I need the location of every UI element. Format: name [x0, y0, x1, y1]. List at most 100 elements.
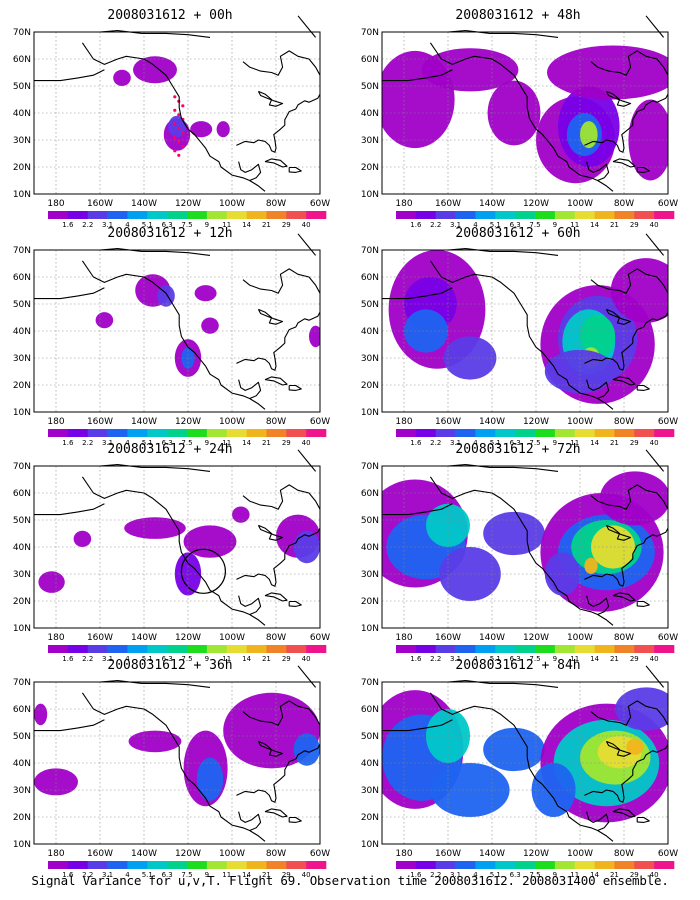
- coastlines: [382, 15, 669, 192]
- colorbar-swatch: [396, 429, 417, 437]
- variance-map: 70N 60N 50N 40N 30N 20N 10N 180 160W 140W 120W 100W…: [361, 449, 678, 663]
- variance-contour: [95, 312, 114, 329]
- variance-map: 70N 60N 50N 40N 30N 20N 10N 180 160W 140W 120W 100W…: [13, 665, 330, 879]
- colorbar-label: 11: [222, 439, 231, 447]
- colorbar-swatch: [614, 211, 635, 219]
- lat-tick-label: 60N: [361, 273, 379, 283]
- colorbar-swatch: [266, 429, 287, 437]
- colorbar-swatch: [396, 211, 417, 219]
- lat-tick-label: 20N: [361, 813, 379, 823]
- colorbar-swatch: [554, 429, 576, 437]
- panel-title: 2008031612 + 72h: [455, 442, 581, 457]
- coastline: [636, 600, 650, 607]
- lon-tick-label: 180: [47, 199, 64, 209]
- variance-contour: [38, 571, 65, 593]
- colorbar-swatch: [246, 211, 267, 219]
- coastline: [264, 592, 288, 602]
- lon-tick-label: 180: [47, 849, 64, 859]
- lat-tick-label: 60N: [13, 273, 31, 283]
- colorbar-label: 3.1: [450, 655, 461, 663]
- gridlines: [34, 466, 320, 628]
- colorbar-label: 29: [630, 655, 639, 663]
- lat-tick-label: 60N: [13, 489, 31, 499]
- colorbar-label: 5.1: [490, 871, 501, 879]
- colorbar-label: 1.6: [62, 871, 74, 879]
- colorbar-label: 6.3: [162, 439, 173, 447]
- colorbar-swatch: [127, 211, 148, 219]
- lon-tick-label: 140W: [479, 417, 505, 427]
- variance-contour: [626, 738, 644, 755]
- lon-tick-label: 120W: [175, 417, 201, 427]
- colorbar-label: 2.2: [430, 655, 441, 663]
- lon-tick-label: 60W: [310, 849, 330, 859]
- coastline: [242, 700, 321, 726]
- panel-title: 2008031612 + 00h: [107, 8, 233, 23]
- colorbar-label: 21: [610, 655, 619, 663]
- colorbar-swatch: [495, 429, 516, 437]
- coastline: [429, 476, 614, 626]
- colorbar-label: 9: [553, 221, 557, 229]
- colorbar-label: 2.2: [82, 655, 93, 663]
- observation-dot: [177, 126, 181, 130]
- colorbar-label: 29: [630, 871, 639, 879]
- colorbar-swatch: [226, 861, 247, 869]
- colorbar-label: 4: [125, 655, 130, 663]
- lon-tick-label: 140W: [131, 417, 157, 427]
- lat-tick-label: 20N: [361, 163, 379, 173]
- colorbar-swatch: [614, 645, 635, 653]
- coastline: [586, 595, 610, 616]
- colorbar-swatch: [396, 645, 417, 653]
- lon-tick-label: 120W: [523, 633, 549, 643]
- lon-tick-label: 140W: [479, 849, 505, 859]
- lat-tick-label: 50N: [13, 82, 31, 92]
- lon-tick-label: 180: [395, 417, 412, 427]
- colorbar-label: 7.5: [181, 655, 192, 663]
- colorbar-swatch: [654, 211, 675, 219]
- colorbar-label: 5.1: [142, 871, 153, 879]
- variance-contour: [293, 733, 320, 766]
- colorbar-label: 21: [262, 655, 271, 663]
- lat-tick-label: 30N: [361, 136, 379, 146]
- colorbar-label: 40: [650, 655, 659, 663]
- variance-contour: [628, 99, 668, 181]
- colorbar-label: 5.1: [490, 439, 501, 447]
- lon-tick-label: 80W: [614, 633, 634, 643]
- lat-tick-label: 40N: [13, 327, 31, 337]
- lat-tick-label: 20N: [13, 381, 31, 391]
- colorbar-label: 29: [282, 221, 291, 229]
- coastline: [645, 15, 665, 38]
- colorbar-swatch: [415, 429, 437, 437]
- colorbar-label: 9: [205, 439, 209, 447]
- flight-track: [173, 95, 185, 157]
- colorbar-label: 4: [125, 221, 130, 229]
- colorbar-swatch: [306, 429, 327, 437]
- colorbar-swatch: [594, 211, 615, 219]
- colorbar-label: 1.6: [62, 439, 74, 447]
- variance-contour: [599, 471, 668, 526]
- observation-dot: [177, 153, 181, 157]
- variance-contour: [34, 703, 48, 726]
- colorbar-swatch: [127, 861, 148, 869]
- coastline: [236, 527, 321, 587]
- variance-contour: [580, 121, 598, 149]
- colorbar-swatch: [206, 211, 228, 219]
- colorbar-label: 2.2: [82, 871, 93, 879]
- coastline: [645, 665, 665, 688]
- colorbar-swatch: [415, 211, 437, 219]
- figure-caption: Signal Variance for u,v,T. Flight 69. Ob…: [31, 873, 669, 888]
- variance-map: 70N 60N 50N 40N 30N 20N 10N 180 160W 140W 120W 100W…: [13, 449, 330, 663]
- lat-tick-label: 30N: [13, 136, 31, 146]
- colorbar-swatch: [475, 429, 496, 437]
- colorbar-label: 40: [650, 439, 659, 447]
- colorbar-swatch: [87, 211, 108, 219]
- lon-tick-label: 60W: [310, 633, 330, 643]
- coastline: [586, 811, 610, 832]
- observation-dot: [181, 144, 185, 148]
- plot-frame: [33, 681, 321, 845]
- colorbar-swatch: [147, 429, 168, 437]
- colorbar-label: 2.2: [82, 439, 93, 447]
- coastline: [584, 743, 669, 803]
- coastline: [636, 384, 650, 391]
- colorbar-label: 5.1: [142, 221, 153, 229]
- colorbar-label: 21: [262, 439, 271, 447]
